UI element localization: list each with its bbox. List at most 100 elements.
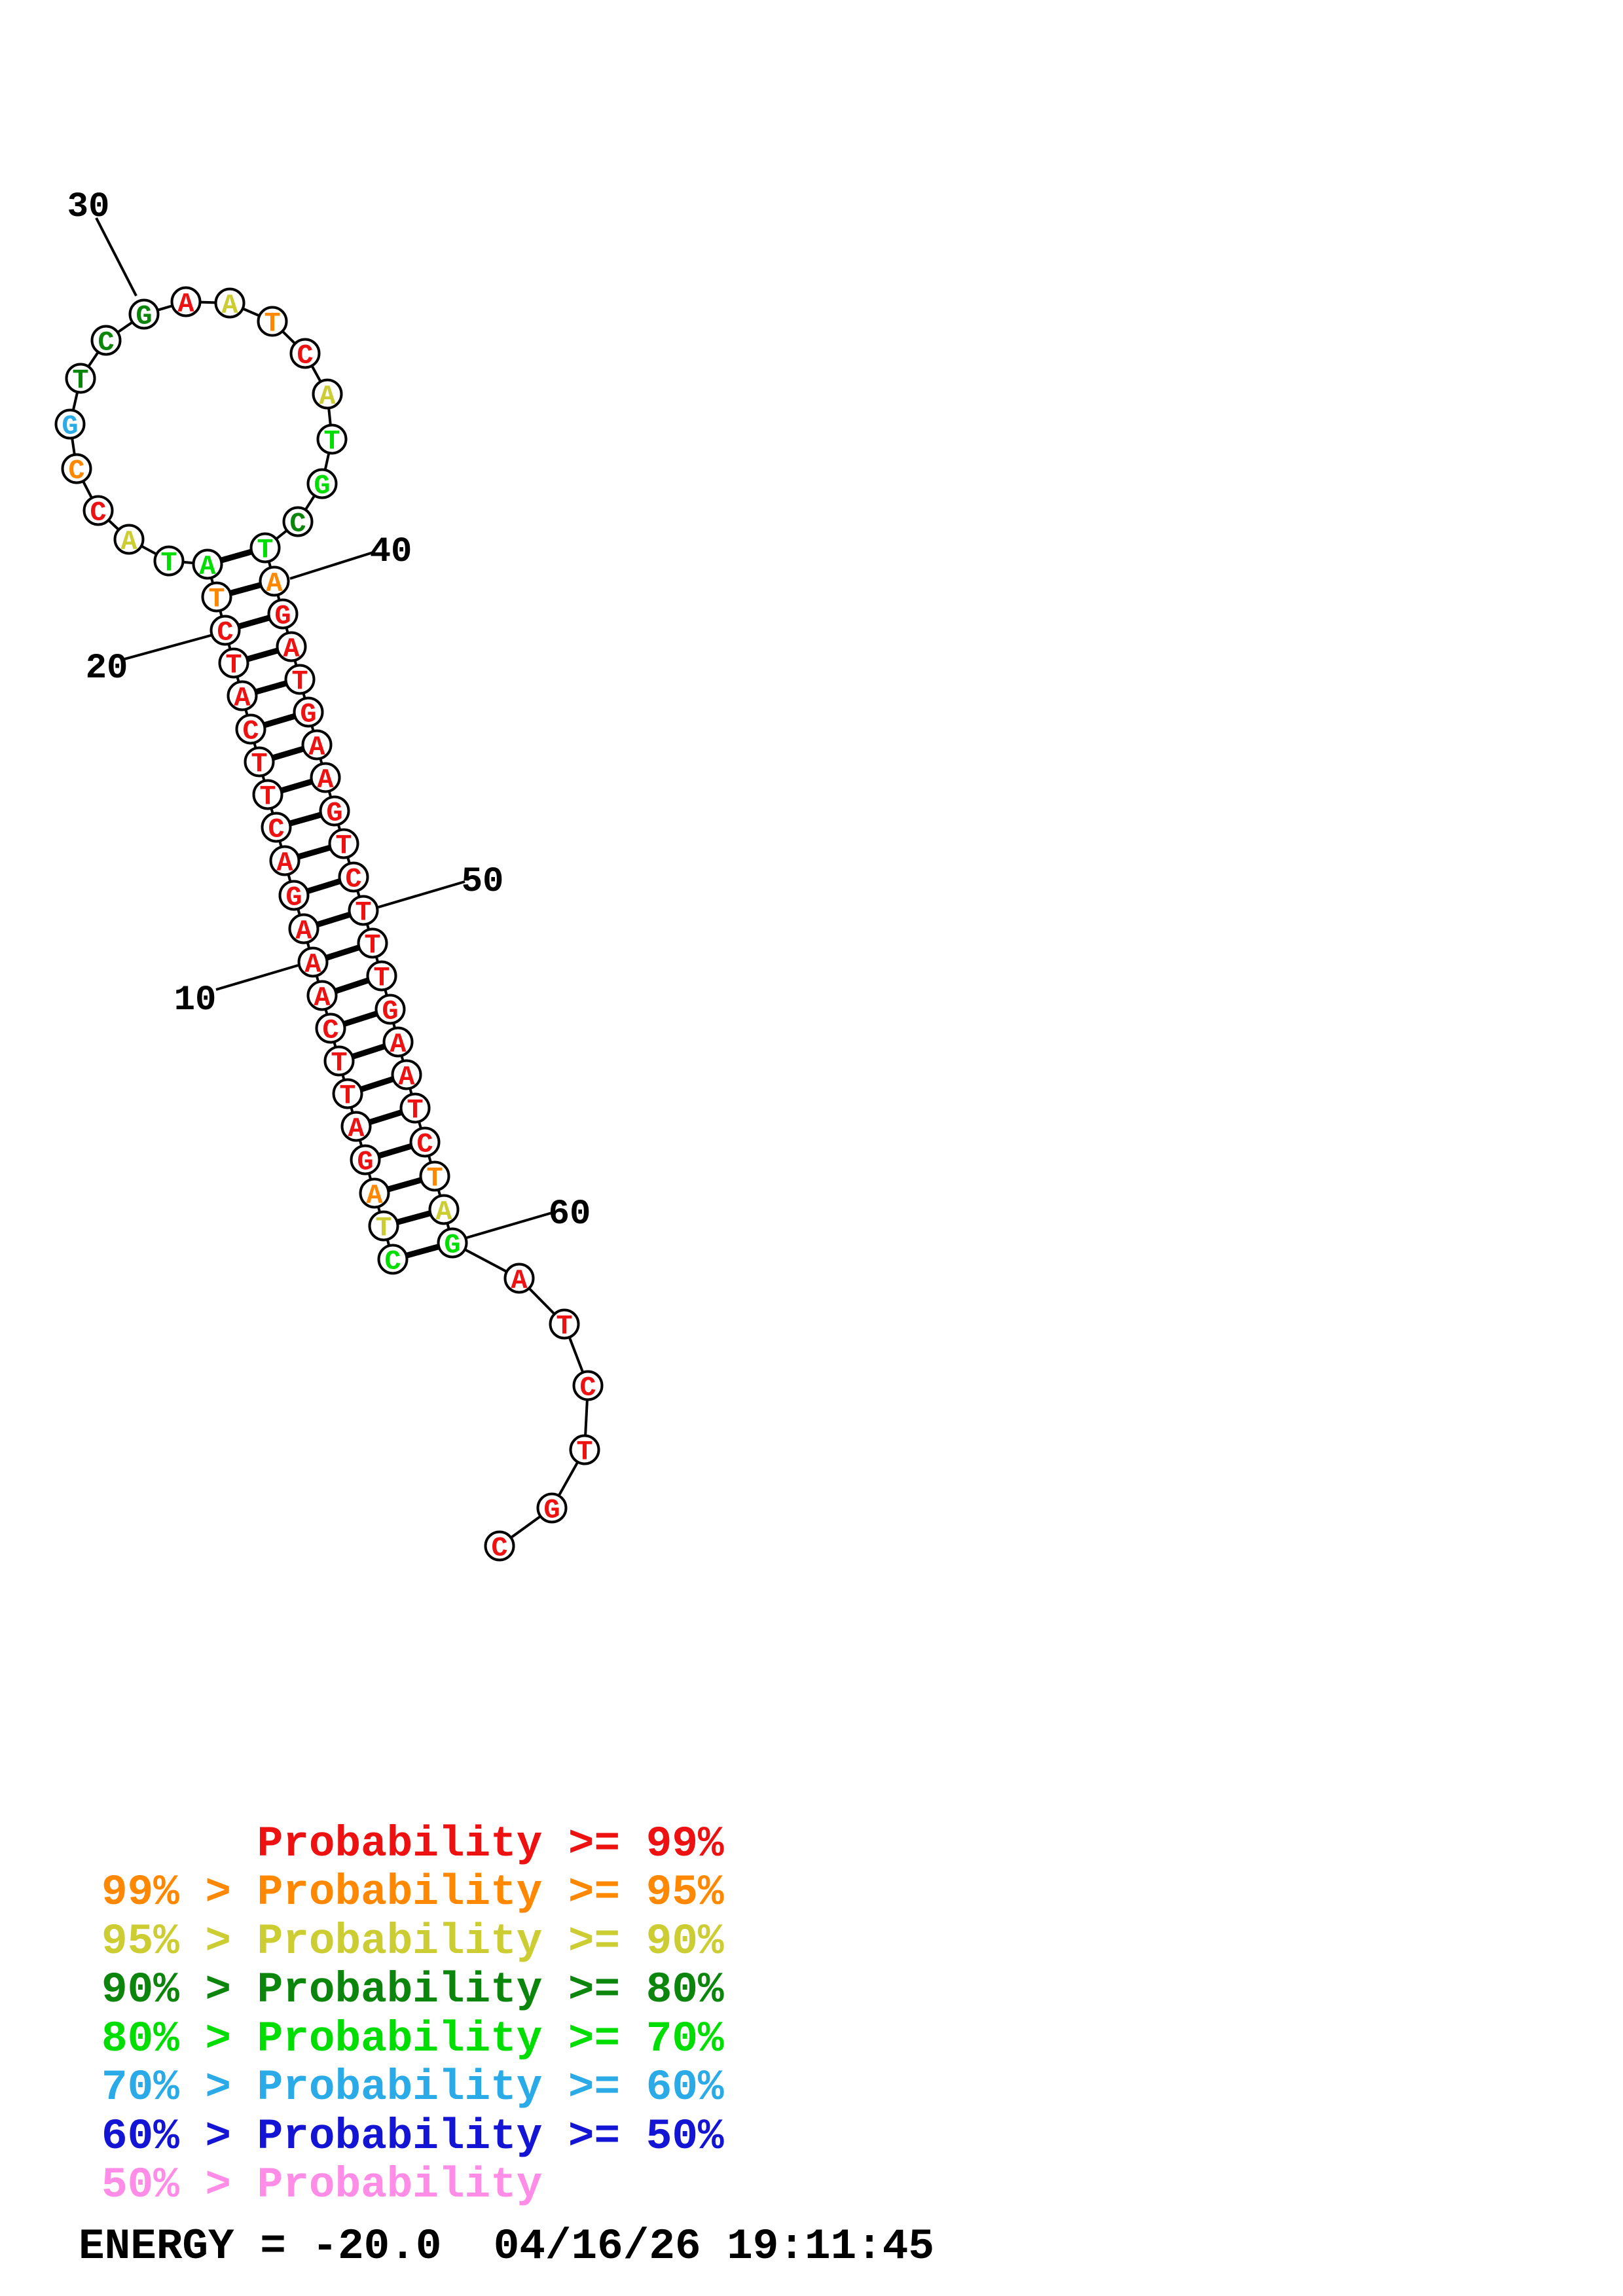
nucleotide-14-C: C <box>268 814 284 846</box>
nucleotide-55-A: A <box>398 1062 415 1093</box>
nucleotide-circle-56 <box>399 1092 431 1124</box>
nucleotide-24-A: A <box>120 526 137 558</box>
position-label-30: 30 <box>67 187 110 227</box>
nucleotide-58-T: T <box>426 1163 443 1194</box>
nucleotide-circle-1 <box>377 1244 409 1275</box>
nucleotide-25-C: C <box>90 497 106 529</box>
nucleotide-42-A: A <box>283 634 300 665</box>
nucleotide-circle-46 <box>310 762 341 793</box>
nucleotide-circle-35 <box>312 378 343 410</box>
nucleotide-circle-61 <box>503 1263 535 1294</box>
nucleotide-23-T: T <box>160 548 177 579</box>
nucleotide-44-G: G <box>300 699 316 730</box>
nucleotide-circle-25 <box>82 495 114 526</box>
nucleotide-circle-48 <box>328 828 359 859</box>
nucleotide-31-A: A <box>177 289 194 320</box>
nucleotide-circle-27 <box>54 408 86 440</box>
nucleotide-circle-26 <box>61 453 92 484</box>
nucleotide-61-A: A <box>511 1265 528 1297</box>
nucleotide-34-C: C <box>297 340 313 372</box>
nucleotide-circle-54 <box>382 1026 414 1058</box>
nucleotide-circle-2 <box>368 1210 399 1242</box>
position-label-line <box>378 880 465 908</box>
nucleotide-circle-37 <box>306 468 338 499</box>
nucleotide-circle-50 <box>348 895 379 926</box>
nucleotide-52-T: T <box>373 963 390 994</box>
nucleotide-2-T: T <box>375 1213 392 1244</box>
nucleotide-22-A: A <box>199 551 216 583</box>
legend-row-below-50: 50% > Probability <box>101 2161 543 2210</box>
nucleotide-65-G: G <box>543 1495 560 1526</box>
position-label-line <box>95 217 137 296</box>
position-label-10: 10 <box>174 980 217 1020</box>
legend-row-50: 60% > Probability >= 50% <box>101 2112 724 2161</box>
position-label-line <box>466 1211 553 1239</box>
nucleotide-51-T: T <box>364 930 380 961</box>
nucleotide-circle-55 <box>391 1059 422 1090</box>
nucleotide-33-T: T <box>264 308 280 340</box>
nucleotide-15-T: T <box>259 781 276 813</box>
nucleotide-circle-53 <box>374 994 406 1025</box>
nucleotide-18-A: A <box>234 683 251 714</box>
nucleotide-41-G: G <box>274 601 291 632</box>
nucleotide-53-G: G <box>382 996 398 1028</box>
nucleotide-38-C: C <box>289 509 306 540</box>
nucleotide-circle-49 <box>338 861 369 893</box>
nucleotide-30-G: G <box>136 301 152 332</box>
nucleotide-circle-21 <box>201 581 232 613</box>
nucleotide-7-T: T <box>331 1048 347 1079</box>
nucleotide-circle-24 <box>113 524 145 555</box>
nucleotide-4-G: G <box>357 1147 373 1178</box>
nucleotide-13-A: A <box>276 848 293 879</box>
nucleotide-66-C: C <box>491 1533 507 1564</box>
nucleotide-26-C: C <box>68 456 84 487</box>
nucleotide-1-C: C <box>384 1246 401 1278</box>
position-label-line <box>289 550 376 580</box>
nucleotide-circle-7 <box>323 1045 355 1077</box>
nucleotide-29-C: C <box>98 327 114 359</box>
nucleotide-circle-51 <box>357 927 388 959</box>
nucleotide-10-A: A <box>304 949 321 980</box>
nucleotide-62-T: T <box>556 1311 572 1342</box>
nucleotide-46-A: A <box>317 764 334 796</box>
nucleotide-5-A: A <box>348 1113 365 1145</box>
nucleotide-circle-45 <box>301 729 333 761</box>
legend-row-90: 95% > Probability >= 90% <box>101 1917 724 1966</box>
position-label-40: 40 <box>370 532 412 572</box>
nucleotide-circle-10 <box>297 946 329 978</box>
nucleotide-circle-14 <box>261 812 292 843</box>
nucleotide-circle-62 <box>549 1308 580 1340</box>
position-label-line <box>124 634 213 660</box>
nucleotide-50-T: T <box>355 897 371 929</box>
nucleotide-circle-63 <box>572 1370 604 1401</box>
nucleotide-circle-39 <box>249 532 281 564</box>
nucleotide-circle-9 <box>306 980 338 1011</box>
nucleotide-21-T: T <box>208 584 225 615</box>
nucleotide-circle-23 <box>153 545 185 577</box>
nucleotide-circle-28 <box>65 363 96 394</box>
nucleotide-circle-40 <box>259 565 290 597</box>
nucleotide-circle-58 <box>419 1160 450 1192</box>
nucleotide-circle-52 <box>366 960 397 992</box>
nucleotide-17-C: C <box>242 716 259 747</box>
nucleotide-11-A: A <box>295 916 312 947</box>
nucleotide-circle-16 <box>244 746 275 778</box>
nucleotide-12-G: G <box>285 882 302 914</box>
position-label-20: 20 <box>86 649 128 689</box>
nucleotide-circle-66 <box>484 1530 515 1562</box>
nucleotide-43-T: T <box>291 666 308 698</box>
nucleotide-circle-11 <box>288 913 319 944</box>
nucleotide-circle-8 <box>315 1013 346 1044</box>
nucleotide-circle-32 <box>214 287 246 319</box>
nucleotide-9-A: A <box>314 982 331 1014</box>
nucleotide-19-T: T <box>225 650 242 681</box>
nucleotide-circle-34 <box>289 338 321 369</box>
nucleotide-circle-3 <box>359 1177 390 1209</box>
nucleotide-48-T: T <box>335 831 352 862</box>
legend-row-60: 70% > Probability >= 60% <box>101 2063 724 2112</box>
nucleotide-27-G: G <box>62 411 78 442</box>
nucleotide-45-A: A <box>308 732 325 763</box>
nucleotide-47-G: G <box>326 798 342 829</box>
nucleotide-circle-18 <box>227 680 258 711</box>
nucleotide-circle-36 <box>316 423 348 455</box>
